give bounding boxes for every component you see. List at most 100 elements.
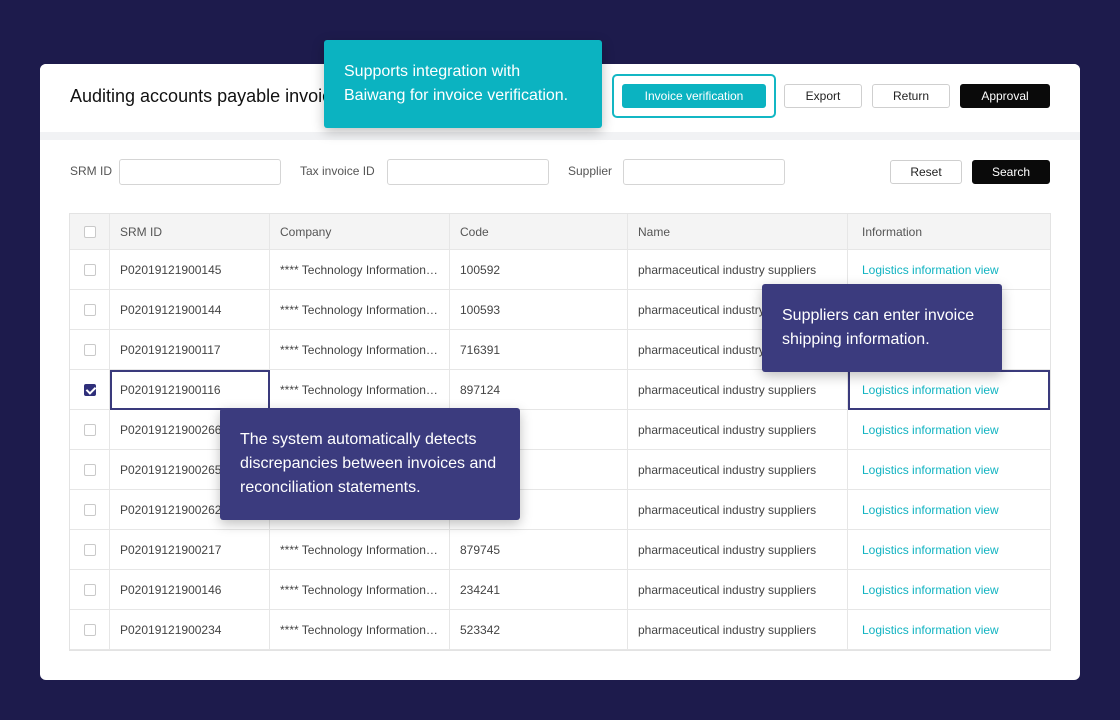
reset-button[interactable]: Reset bbox=[890, 160, 962, 184]
code-text: 897124 bbox=[460, 382, 501, 397]
srm-id-label: SRM ID bbox=[70, 164, 112, 178]
select-all-checkbox[interactable] bbox=[84, 225, 96, 238]
invoice-verification-button[interactable]: Invoice verification bbox=[622, 84, 766, 108]
code-cell: 879745 bbox=[450, 530, 628, 569]
search-button[interactable]: Search bbox=[972, 160, 1050, 184]
code-text: 716391 bbox=[460, 342, 501, 357]
name-text: pharmaceutical industry suppliers bbox=[638, 422, 817, 437]
information-cell: Logistics information view bbox=[848, 530, 1050, 569]
table-row[interactable]: P02019121900217 **** Technology Informati… bbox=[70, 530, 1050, 570]
row-checkbox[interactable] bbox=[84, 623, 96, 636]
code-text: 879745 bbox=[460, 542, 501, 557]
row-checkbox[interactable] bbox=[84, 543, 96, 556]
row-checkbox-cell bbox=[70, 250, 110, 289]
logistics-info-link[interactable]: Logistics information view bbox=[862, 382, 999, 397]
company-text: **** Technology Information Co., Ltd. bbox=[280, 382, 440, 397]
srm-id-text: P02019121900262 bbox=[120, 502, 222, 517]
srm-id-text: P02019121900234 bbox=[120, 622, 222, 637]
row-checkbox[interactable] bbox=[84, 343, 96, 356]
name-cell: pharmaceutical industry suppliers bbox=[628, 610, 848, 649]
code-cell: 100592 bbox=[450, 250, 628, 289]
name-cell: pharmaceutical industry suppliers bbox=[628, 250, 848, 289]
name-text: pharmaceutical industry suppliers bbox=[638, 622, 817, 637]
company-cell: **** Technology Information Co., Ltd. bbox=[270, 250, 450, 289]
name-text: pharmaceutical industry suppliers bbox=[638, 542, 817, 557]
srm-id-text: P02019121900144 bbox=[120, 302, 222, 317]
discrepancy-tooltip: The system automatically detects discrep… bbox=[220, 408, 520, 520]
srm-id-text: P02019121900116 bbox=[120, 382, 221, 397]
shipping-tooltip: Suppliers can enter invoice shipping inf… bbox=[762, 284, 1002, 372]
name-text: pharmaceutical industry suppliers bbox=[638, 262, 817, 277]
company-text: **** Technology Information Co., Ltd. bbox=[280, 302, 440, 317]
name-cell: pharmaceutical industry suppliers bbox=[628, 490, 848, 529]
table-row[interactable]: P02019121900116 **** Technology Informati… bbox=[70, 370, 1050, 410]
company-cell: **** Technology Information Co., Ltd. bbox=[270, 610, 450, 649]
srm-id-cell: P02019121900144 bbox=[110, 290, 270, 329]
main-card: Auditing accounts payable invoices Invoi… bbox=[40, 64, 1080, 680]
row-checkbox[interactable] bbox=[84, 503, 96, 516]
row-checkbox[interactable] bbox=[84, 423, 96, 436]
table-row[interactable]: P02019121900262**** Technology Informati… bbox=[70, 490, 1050, 530]
company-text: **** Technology Information Co., Ltd. bbox=[280, 342, 440, 357]
row-checkbox[interactable] bbox=[84, 303, 96, 316]
approval-button[interactable]: Approval bbox=[960, 84, 1050, 108]
logistics-info-link[interactable]: Logistics information view bbox=[862, 502, 999, 517]
name-text: pharmaceutical industry suppliers bbox=[638, 462, 817, 477]
return-button[interactable]: Return bbox=[872, 84, 950, 108]
srm-id-text: P02019121900265 bbox=[120, 462, 222, 477]
code-cell: 100593 bbox=[450, 290, 628, 329]
table-row[interactable]: P02019121900234 **** Technology Informati… bbox=[70, 610, 1050, 650]
company-cell: **** Technology Information Co., Ltd. bbox=[270, 370, 450, 409]
row-checkbox[interactable] bbox=[84, 463, 96, 476]
column-header-name[interactable]: Name bbox=[628, 214, 848, 249]
table-header-row: SRM ID Company Code Name Information bbox=[70, 214, 1050, 250]
srm-id-cell: P02019121900145 bbox=[110, 250, 270, 289]
table-row[interactable]: P02019121900266**** Technology Informati… bbox=[70, 410, 1050, 450]
logistics-info-link[interactable]: Logistics information view bbox=[862, 542, 999, 557]
column-header-company[interactable]: Company bbox=[270, 214, 450, 249]
logistics-info-link[interactable]: Logistics information view bbox=[862, 262, 999, 277]
row-checkbox[interactable] bbox=[84, 263, 96, 276]
logistics-info-link[interactable]: Logistics information view bbox=[862, 422, 999, 437]
header-divider bbox=[40, 132, 1080, 140]
srm-id-cell: P02019121900234 bbox=[110, 610, 270, 649]
name-cell: pharmaceutical industry suppliers bbox=[628, 370, 848, 409]
name-text: pharmaceutical industry suppliers bbox=[638, 382, 817, 397]
code-cell bbox=[450, 410, 628, 449]
srm-id-text: P02019121900217 bbox=[120, 542, 222, 557]
table-row[interactable]: P02019121900265**** Technology Informati… bbox=[70, 450, 1050, 490]
table-row[interactable]: P02019121900146 **** Technology Informati… bbox=[70, 570, 1050, 610]
information-cell: Logistics information view bbox=[848, 370, 1050, 409]
column-header-srm-id[interactable]: SRM ID bbox=[110, 214, 270, 249]
srm-id-cell: P02019121900117 bbox=[110, 330, 270, 369]
table-row[interactable]: P02019121900145 **** Technology Informati… bbox=[70, 250, 1050, 290]
srm-id-cell: P02019121900217 bbox=[110, 530, 270, 569]
code-text: 234241 bbox=[460, 582, 501, 597]
company-cell: **** Technology Information Co., Ltd. bbox=[270, 330, 450, 369]
baiwang-tooltip: Supports integration with Baiwang for in… bbox=[324, 40, 602, 128]
supplier-label: Supplier bbox=[568, 164, 613, 178]
select-all-cell bbox=[70, 214, 110, 249]
tax-invoice-id-input[interactable] bbox=[387, 159, 549, 185]
column-header-code[interactable]: Code bbox=[450, 214, 628, 249]
column-header-information[interactable]: Information bbox=[862, 224, 923, 239]
srm-id-input[interactable] bbox=[119, 159, 281, 185]
supplier-input[interactable] bbox=[623, 159, 785, 185]
code-text: 100592 bbox=[460, 262, 501, 277]
name-cell: pharmaceutical industry suppliers bbox=[628, 410, 848, 449]
logistics-info-link[interactable]: Logistics information view bbox=[862, 462, 999, 477]
company-text: **** Technology Information Co., Ltd. bbox=[280, 262, 440, 277]
information-cell: Logistics information view bbox=[848, 450, 1050, 489]
information-cell: Logistics information view bbox=[848, 250, 1050, 289]
page-title: Auditing accounts payable invoices bbox=[70, 86, 351, 106]
export-button[interactable]: Export bbox=[784, 84, 862, 108]
row-checkbox[interactable] bbox=[84, 583, 96, 596]
srm-id-text: P02019121900145 bbox=[120, 262, 222, 277]
name-cell: pharmaceutical industry suppliers bbox=[628, 570, 848, 609]
code-cell: 523342 bbox=[450, 610, 628, 649]
srm-id-text: P02019121900146 bbox=[120, 582, 222, 597]
logistics-info-link[interactable]: Logistics information view bbox=[862, 582, 999, 597]
row-checkbox[interactable] bbox=[84, 383, 96, 396]
row-checkbox-cell bbox=[70, 330, 110, 369]
logistics-info-link[interactable]: Logistics information view bbox=[862, 622, 999, 637]
